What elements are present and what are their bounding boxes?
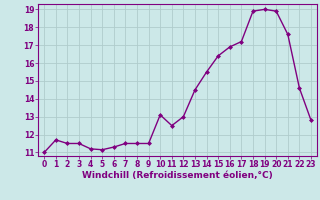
X-axis label: Windchill (Refroidissement éolien,°C): Windchill (Refroidissement éolien,°C) (82, 171, 273, 180)
